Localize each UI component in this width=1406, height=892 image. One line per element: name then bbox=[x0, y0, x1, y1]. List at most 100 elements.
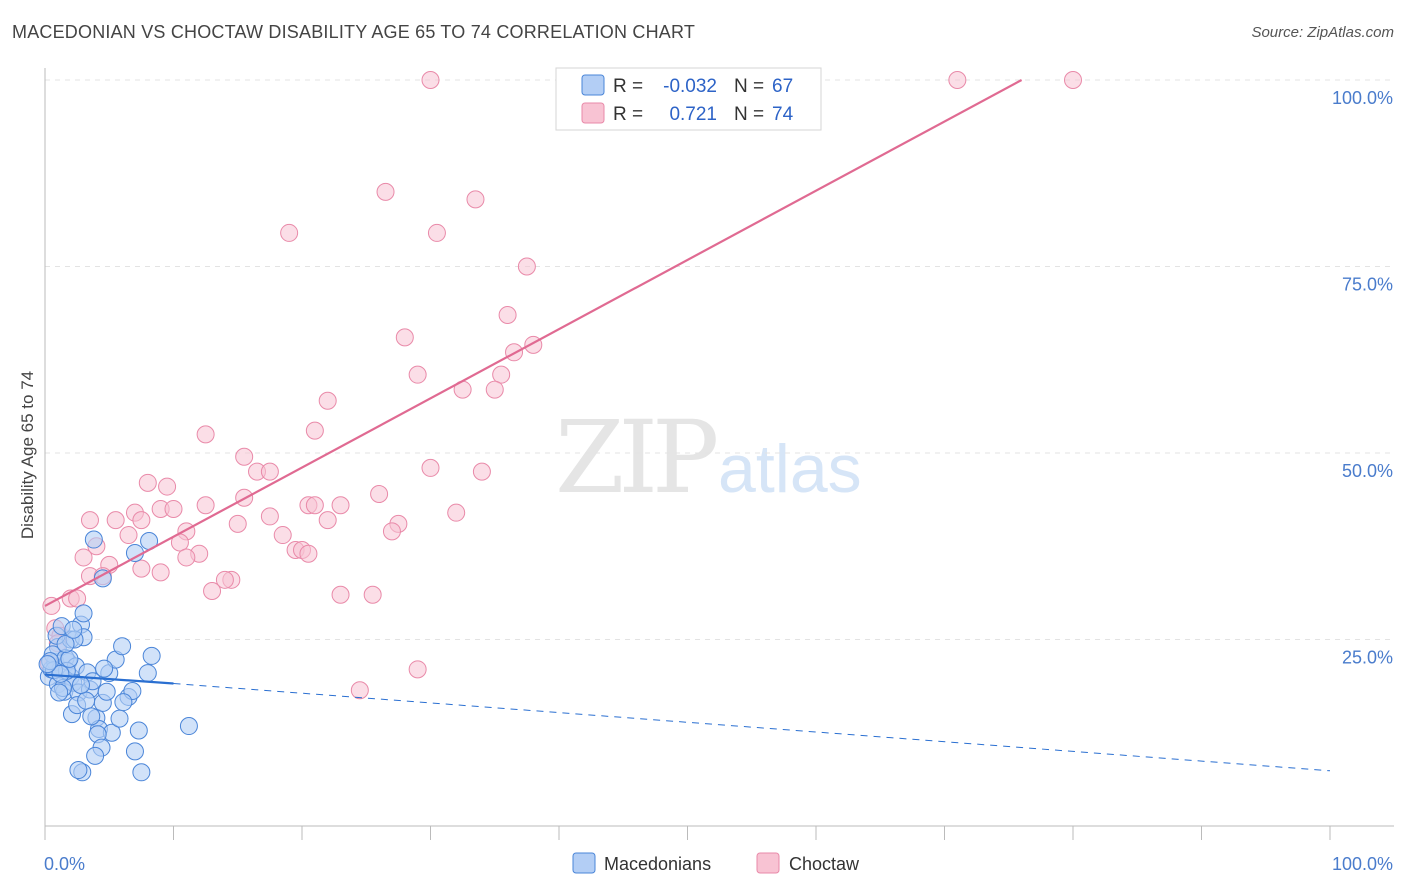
stats-legend: R = -0.032 N = 67 R = 0.721 N = 74 bbox=[555, 67, 822, 131]
choctaw-point bbox=[280, 223, 299, 242]
choctaw-points bbox=[39, 71, 1082, 700]
choctaw-point bbox=[177, 548, 196, 567]
choctaw-point bbox=[106, 511, 125, 530]
choctaw-point bbox=[68, 589, 87, 608]
choctaw-point bbox=[485, 380, 504, 399]
macedonian-point bbox=[95, 659, 114, 678]
chart-title: MACEDONIAN VS CHOCTAW DISABILITY AGE 65 … bbox=[12, 22, 696, 42]
choctaw-point bbox=[421, 458, 440, 477]
choctaw-point bbox=[421, 71, 440, 89]
legend-n-label-2: N = bbox=[734, 104, 764, 125]
macedonian-point bbox=[69, 761, 88, 780]
choctaw-point bbox=[260, 507, 279, 526]
choctaw-point bbox=[260, 462, 279, 481]
macedonian-trend-line bbox=[44, 673, 174, 685]
choctaw-trend-line bbox=[44, 79, 1023, 607]
macedonian-point bbox=[125, 543, 144, 562]
choctaw-point bbox=[318, 511, 337, 530]
watermark-zip: ZIP bbox=[555, 399, 716, 516]
trend-lines bbox=[44, 79, 1331, 772]
legend-macedonian-swatch bbox=[581, 74, 605, 96]
legend-choctaw-label: Choctaw bbox=[789, 854, 860, 874]
choctaw-point bbox=[196, 496, 215, 515]
macedonian-point bbox=[77, 691, 96, 710]
choctaw-point bbox=[331, 585, 350, 604]
y-tick-label: 100.0% bbox=[1332, 88, 1393, 108]
choctaw-point bbox=[370, 485, 389, 504]
legend-macedonians-swatch bbox=[572, 852, 596, 874]
choctaw-point bbox=[305, 496, 324, 515]
choctaw-point bbox=[273, 526, 292, 545]
legend-n-value-choctaw: 74 bbox=[772, 104, 794, 125]
legend-r-value-macedonian: -0.032 bbox=[663, 76, 717, 97]
gridlines bbox=[45, 79, 1394, 640]
choctaw-point bbox=[151, 563, 170, 582]
macedonian-point bbox=[113, 637, 132, 656]
choctaw-point bbox=[132, 559, 151, 578]
legend-macedonians-label: Macedonians bbox=[604, 854, 711, 874]
choctaw-point bbox=[305, 421, 324, 440]
choctaw-point bbox=[408, 660, 427, 679]
y-tick-label: 50.0% bbox=[1342, 461, 1393, 481]
watermark-atlas: atlas bbox=[718, 431, 862, 507]
choctaw-point bbox=[196, 425, 215, 444]
macedonian-point bbox=[60, 649, 79, 668]
legend-r-value-choctaw: 0.721 bbox=[669, 104, 717, 125]
legend-r-label-2: R = bbox=[613, 104, 643, 125]
choctaw-point bbox=[80, 511, 99, 530]
y-tick-label: 75.0% bbox=[1342, 275, 1393, 295]
macedonian-point bbox=[129, 721, 148, 740]
choctaw-point bbox=[235, 447, 254, 466]
macedonian-trend-extension bbox=[173, 683, 1331, 772]
choctaw-point bbox=[228, 514, 247, 533]
macedonian-point bbox=[84, 530, 103, 549]
macedonian-points bbox=[38, 530, 198, 782]
choctaw-point bbox=[138, 473, 157, 492]
choctaw-point bbox=[948, 71, 967, 89]
choctaw-point bbox=[363, 585, 382, 604]
legend-choctaw-swatch bbox=[581, 102, 605, 124]
choctaw-point bbox=[350, 681, 369, 700]
macedonian-point bbox=[64, 620, 83, 639]
macedonian-point bbox=[97, 682, 116, 701]
source-label: Source: ZipAtlas.com bbox=[1251, 24, 1394, 41]
macedonian-point bbox=[138, 664, 157, 683]
choctaw-point bbox=[427, 223, 446, 242]
choctaw-point bbox=[492, 365, 511, 384]
choctaw-point bbox=[119, 526, 138, 545]
legend-n-label-1: N = bbox=[734, 76, 764, 97]
legend-choctaw-swatch-bottom bbox=[756, 852, 780, 874]
macedonian-point bbox=[82, 707, 101, 726]
macedonian-point bbox=[125, 742, 144, 761]
choctaw-point bbox=[132, 511, 151, 530]
choctaw-point bbox=[318, 391, 337, 410]
x-tick-label: 100.0% bbox=[1332, 854, 1393, 874]
choctaw-point bbox=[203, 582, 222, 601]
choctaw-point bbox=[299, 544, 318, 563]
x-tick-labels: 0.0% 100.0% bbox=[44, 854, 1393, 874]
choctaw-point bbox=[164, 499, 183, 518]
choctaw-point bbox=[331, 496, 350, 515]
choctaw-point bbox=[517, 257, 536, 276]
x-tick-label: 0.0% bbox=[44, 854, 85, 874]
macedonian-point bbox=[51, 664, 70, 683]
choctaw-point bbox=[376, 182, 395, 201]
legend-n-value-macedonian: 67 bbox=[772, 76, 793, 97]
macedonian-point bbox=[86, 746, 105, 765]
macedonian-point bbox=[71, 676, 90, 695]
choctaw-point bbox=[42, 596, 61, 615]
choctaw-point bbox=[447, 503, 466, 522]
macedonian-point bbox=[179, 717, 198, 736]
y-tick-labels: 25.0% 50.0% 75.0% 100.0% bbox=[1332, 88, 1393, 668]
choctaw-point bbox=[395, 328, 414, 347]
choctaw-point bbox=[1064, 71, 1082, 89]
macedonian-point bbox=[56, 634, 75, 653]
axes bbox=[44, 68, 1394, 840]
macedonian-point bbox=[50, 683, 69, 702]
choctaw-point bbox=[472, 462, 491, 481]
choctaw-point bbox=[498, 305, 517, 324]
macedonian-point bbox=[74, 604, 93, 623]
choctaw-point bbox=[158, 477, 177, 496]
series-legend: Macedonians Choctaw bbox=[572, 852, 860, 874]
